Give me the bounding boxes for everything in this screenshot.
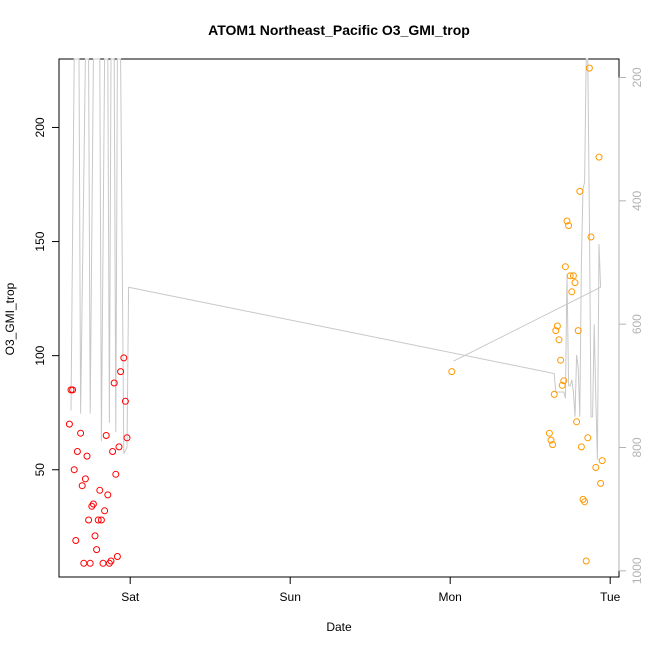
data-point xyxy=(112,470,120,478)
right-tick-label: 1000 xyxy=(630,557,644,584)
data-point xyxy=(582,557,590,565)
right-tick-label: 600 xyxy=(630,314,644,334)
pressure-line xyxy=(70,58,602,460)
data-point xyxy=(77,429,85,437)
data-point xyxy=(566,272,574,280)
data-point xyxy=(91,532,99,540)
data-point xyxy=(123,434,131,442)
data-point xyxy=(448,368,456,376)
data-point xyxy=(595,153,603,161)
x-tick-label: Mon xyxy=(439,590,462,604)
data-point xyxy=(117,368,125,376)
data-point xyxy=(547,436,555,444)
data-point xyxy=(598,457,606,465)
data-point xyxy=(65,420,73,428)
data-point xyxy=(70,466,78,474)
data-point xyxy=(99,559,107,567)
data-point xyxy=(563,217,571,225)
data-point xyxy=(561,263,569,271)
x-tick-label: Sat xyxy=(121,590,140,604)
data-point xyxy=(576,187,584,195)
data-point xyxy=(560,377,568,385)
data-point xyxy=(552,327,560,335)
plot-frame xyxy=(58,58,620,578)
data-point xyxy=(550,390,558,398)
data-point xyxy=(89,500,97,508)
data-point xyxy=(107,557,115,565)
data-point xyxy=(102,432,110,439)
data-point xyxy=(568,288,576,296)
data-point xyxy=(115,443,123,451)
data-point xyxy=(569,272,577,280)
data-point xyxy=(545,429,553,437)
data-point xyxy=(121,397,129,405)
y-tick-label: 150 xyxy=(33,231,47,251)
data-point xyxy=(86,559,94,567)
pressure-line-layer xyxy=(70,58,602,460)
data-point xyxy=(93,546,101,554)
data-point xyxy=(101,507,109,515)
data-point xyxy=(558,381,566,389)
y-tick-label: 200 xyxy=(33,117,47,137)
data-point xyxy=(577,443,585,451)
data-point xyxy=(80,559,88,567)
data-point xyxy=(574,327,582,335)
right-tick-label: 800 xyxy=(630,437,644,457)
data-point xyxy=(549,441,557,449)
data-point xyxy=(585,64,593,72)
data-point xyxy=(81,475,89,483)
data-point xyxy=(96,486,104,494)
right-axis: 200 400 600 800 1000 xyxy=(618,67,644,584)
data-point xyxy=(592,464,600,471)
x-tick-label: Sun xyxy=(280,590,301,604)
data-point xyxy=(597,479,605,487)
data-point xyxy=(557,356,565,364)
data-point xyxy=(565,222,573,230)
right-tick-label: 400 xyxy=(630,191,644,211)
data-point xyxy=(72,537,80,544)
chart-title: ATOM1 Northeast_Pacific O3_GMI_trop xyxy=(208,22,470,38)
x-axis-label: Date xyxy=(326,620,352,634)
y-tick-label: 50 xyxy=(33,463,47,477)
y-axis: 50 100 150 200 xyxy=(33,117,60,477)
right-tick-label: 200 xyxy=(630,67,644,87)
x-tick-label: Tue xyxy=(600,590,621,604)
data-point xyxy=(120,354,128,362)
data-point xyxy=(571,279,579,287)
data-point xyxy=(83,452,91,460)
data-point xyxy=(94,516,102,524)
data-point xyxy=(69,386,77,394)
data-point xyxy=(113,553,121,560)
data-point xyxy=(110,379,118,387)
data-point xyxy=(581,498,589,506)
y-axis-label: O3_GMI_trop xyxy=(3,282,17,355)
data-point xyxy=(97,516,105,524)
data-point xyxy=(553,322,561,330)
data-point xyxy=(555,336,563,344)
data-point xyxy=(78,482,86,490)
data-point xyxy=(104,491,112,499)
x-axis: Sat Sun Mon Tue xyxy=(121,576,621,604)
data-point xyxy=(73,448,81,455)
data-point xyxy=(109,448,117,455)
points-layer xyxy=(65,64,606,567)
data-point xyxy=(85,516,93,524)
data-point xyxy=(573,418,581,426)
data-point xyxy=(584,434,592,442)
y-tick-label: 100 xyxy=(33,345,47,365)
data-point xyxy=(587,233,595,241)
